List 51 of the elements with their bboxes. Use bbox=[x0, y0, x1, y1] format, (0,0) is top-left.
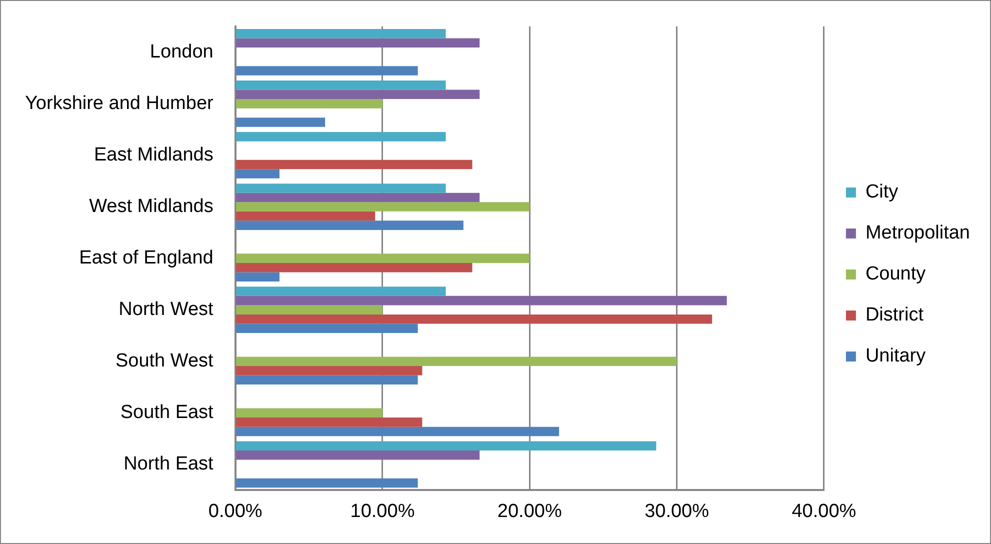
bar bbox=[236, 478, 418, 488]
y-tick-label: West Midlands bbox=[89, 196, 214, 217]
y-tick-label: South West bbox=[115, 350, 214, 372]
y-tick-label: London bbox=[150, 41, 214, 62]
bar bbox=[236, 296, 727, 306]
legend-label: Metropolitan bbox=[865, 222, 970, 244]
y-tick-label: South East bbox=[120, 402, 214, 424]
bar bbox=[236, 99, 382, 108]
bar bbox=[236, 324, 418, 334]
y-tick-label: Yorkshire and Humber bbox=[24, 92, 214, 114]
bar bbox=[236, 408, 382, 418]
bar bbox=[236, 211, 376, 221]
bar bbox=[236, 441, 656, 451]
bar bbox=[236, 426, 560, 436]
bar bbox=[236, 220, 464, 230]
bar bbox=[236, 202, 530, 212]
bar bbox=[236, 160, 472, 170]
bar bbox=[236, 66, 418, 76]
bar bbox=[236, 418, 422, 427]
y-tick-label: North East bbox=[124, 454, 214, 475]
x-tick-label: 40.00% bbox=[792, 500, 856, 522]
bar bbox=[236, 450, 480, 460]
bar bbox=[236, 118, 326, 127]
y-tick-label: North West bbox=[118, 299, 214, 320]
legend-label: Unitary bbox=[865, 346, 926, 367]
x-tick-label: 30.00% bbox=[644, 500, 710, 522]
bar bbox=[236, 169, 280, 178]
bar bbox=[236, 262, 472, 272]
bar bbox=[236, 272, 280, 282]
x-tick-label: 20.00% bbox=[497, 500, 562, 522]
bar bbox=[236, 192, 480, 202]
bar bbox=[236, 90, 480, 100]
y-tick-label: East Midlands bbox=[94, 144, 214, 166]
bar bbox=[236, 38, 480, 48]
x-tick-label: 0.00% bbox=[208, 500, 262, 522]
legend-label: City bbox=[865, 182, 899, 203]
bar bbox=[236, 28, 446, 38]
bar bbox=[236, 375, 418, 385]
bar bbox=[236, 286, 446, 296]
bar bbox=[236, 254, 530, 263]
bar bbox=[236, 305, 382, 314]
y-tick-label: East of England bbox=[79, 248, 214, 269]
bar bbox=[236, 314, 712, 324]
bar bbox=[236, 184, 446, 193]
legend-label: County bbox=[865, 264, 926, 285]
bar bbox=[236, 132, 446, 142]
bar bbox=[236, 366, 422, 376]
x-tick-label: 10.00% bbox=[350, 500, 415, 522]
bar bbox=[236, 80, 446, 90]
legend-label: District bbox=[865, 304, 924, 326]
bar bbox=[236, 356, 677, 366]
